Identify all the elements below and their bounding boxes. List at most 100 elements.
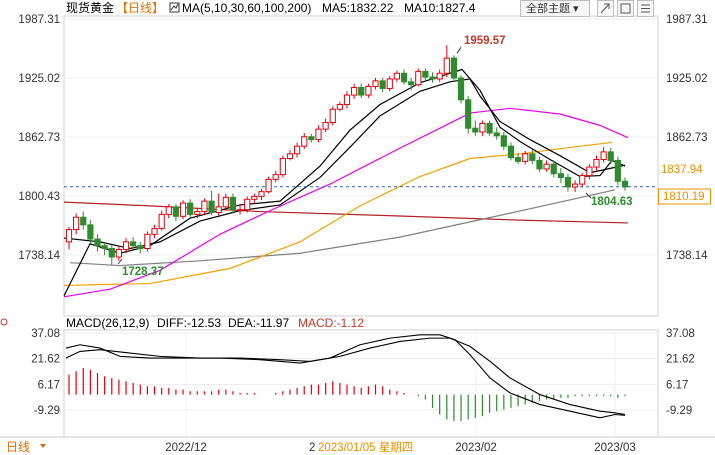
candle[interactable] — [514, 152, 522, 165]
candle[interactable] — [215, 193, 222, 216]
candle[interactable] — [272, 170, 279, 183]
candle[interactable] — [422, 68, 429, 82]
candle[interactable] — [73, 213, 80, 235]
candle[interactable] — [550, 160, 557, 178]
restore-button[interactable] — [617, 0, 634, 17]
candle[interactable] — [543, 160, 550, 172]
candle[interactable] — [393, 70, 400, 82]
candle[interactable] — [208, 190, 215, 216]
candle[interactable] — [122, 238, 130, 254]
candle[interactable] — [279, 155, 286, 178]
candle[interactable] — [607, 148, 614, 165]
candle[interactable] — [172, 203, 180, 222]
candle[interactable] — [493, 127, 500, 140]
y-tick-right: 1925.02 — [666, 73, 708, 85]
candle[interactable] — [522, 150, 529, 165]
candle[interactable] — [308, 133, 315, 143]
period-tab-dropdown-icon[interactable] — [40, 444, 46, 448]
candle[interactable] — [151, 224, 158, 239]
candle[interactable] — [486, 120, 493, 136]
candle[interactable] — [415, 68, 422, 87]
ma-toggle-icon[interactable] — [169, 2, 180, 13]
candle[interactable] — [479, 120, 486, 136]
candle-body — [522, 153, 529, 162]
candle[interactable] — [187, 199, 194, 218]
candle-body — [621, 180, 629, 188]
candle[interactable] — [137, 241, 144, 254]
candle[interactable] — [165, 203, 172, 219]
candle-body — [244, 198, 251, 211]
candle[interactable] — [564, 173, 572, 192]
candle[interactable] — [258, 188, 265, 201]
candle[interactable] — [600, 147, 607, 163]
candle[interactable] — [443, 45, 450, 78]
candle[interactable] — [400, 69, 408, 85]
candle[interactable] — [251, 193, 258, 204]
candle[interactable] — [593, 155, 600, 171]
candle[interactable] — [351, 83, 358, 99]
candle-body — [236, 209, 244, 212]
candle[interactable] — [465, 96, 472, 134]
candle[interactable] — [536, 156, 543, 172]
candle[interactable] — [621, 177, 629, 191]
candle[interactable] — [101, 241, 108, 256]
candle-body — [400, 72, 408, 83]
candle[interactable] — [457, 75, 465, 104]
candle[interactable] — [201, 198, 208, 216]
candle[interactable] — [386, 76, 393, 92]
candle-body — [436, 72, 443, 80]
candle[interactable] — [557, 167, 564, 184]
candle[interactable] — [87, 220, 94, 244]
candle[interactable] — [301, 132, 308, 150]
candle[interactable] — [294, 142, 301, 158]
high-marker — [456, 46, 462, 54]
candle[interactable] — [108, 244, 115, 265]
candle[interactable] — [579, 172, 586, 187]
candle[interactable] — [158, 210, 165, 231]
candle-body — [187, 202, 194, 215]
candle[interactable] — [472, 120, 479, 136]
candle[interactable] — [236, 204, 244, 215]
expand-icon — [600, 3, 610, 14]
candle[interactable] — [379, 78, 386, 93]
candle[interactable] — [286, 149, 294, 161]
candle[interactable] — [614, 156, 621, 186]
candle[interactable] — [336, 101, 343, 112]
candle[interactable] — [450, 55, 458, 82]
candle[interactable] — [329, 106, 336, 126]
candle[interactable] — [436, 69, 443, 82]
candle[interactable] — [315, 125, 322, 143]
candle[interactable] — [322, 118, 329, 133]
candle[interactable] — [222, 193, 229, 211]
ma10-line — [63, 78, 626, 250]
candle[interactable] — [343, 91, 351, 109]
candle[interactable] — [500, 132, 507, 150]
candle[interactable] — [229, 193, 237, 214]
candle[interactable] — [408, 78, 415, 91]
candle[interactable] — [94, 234, 101, 252]
macd-settings-icon[interactable] — [0, 318, 8, 326]
theme-select[interactable] — [520, 0, 590, 17]
candle[interactable] — [365, 83, 372, 98]
candle[interactable] — [529, 149, 536, 165]
candle[interactable] — [144, 231, 151, 252]
candle[interactable] — [358, 83, 365, 98]
y-tick-left: 1925.02 — [18, 73, 60, 85]
candle[interactable] — [65, 226, 73, 250]
low-marker-2 — [585, 192, 592, 199]
candle[interactable] — [265, 176, 272, 194]
candle[interactable] — [507, 142, 515, 161]
candle[interactable] — [372, 78, 379, 90]
candle[interactable] — [429, 72, 436, 83]
candle[interactable] — [80, 211, 87, 230]
candle[interactable] — [244, 196, 251, 213]
candle[interactable] — [586, 164, 593, 180]
candle-body — [208, 200, 215, 214]
candle[interactable] — [194, 207, 201, 219]
candle[interactable] — [572, 180, 579, 193]
candle-body — [65, 229, 73, 243]
candle[interactable] — [130, 237, 137, 250]
candle[interactable] — [115, 245, 122, 261]
candle[interactable] — [179, 200, 187, 220]
